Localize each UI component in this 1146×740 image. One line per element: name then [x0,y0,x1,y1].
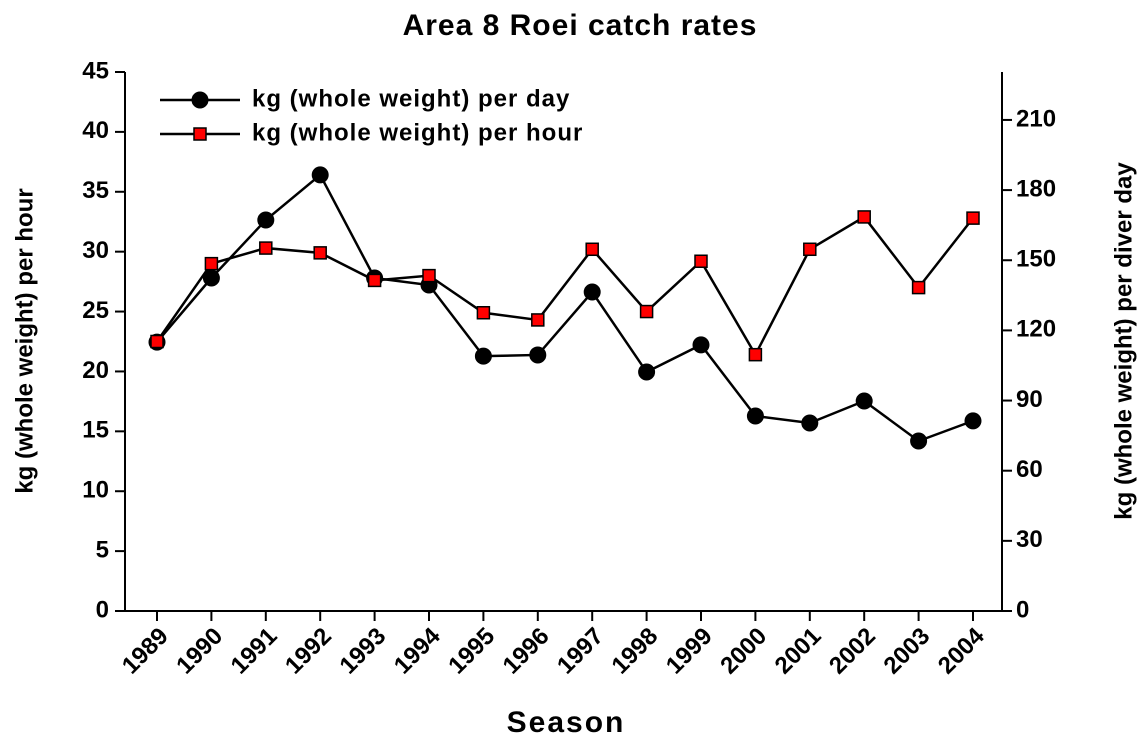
series-line [156,172,974,443]
y-tick-label: 30 [82,237,109,264]
data-point [585,242,599,257]
data-point [202,269,220,287]
y-tick-label: 20 [82,357,109,384]
y2-tick-label: 210 [1016,105,1056,132]
y2-tick-label: 60 [1016,456,1043,483]
data-point [259,241,273,255]
x-tick-label: 1996 [498,623,555,680]
y2-axis-label: kg (whole weight) per diver day [1110,162,1137,520]
x-tick-label: 2003 [878,623,935,680]
data-point [857,210,871,224]
series-line [155,215,974,358]
chart-title: Area 8 Roei catch rates [403,9,758,42]
data-point [639,304,654,319]
y2-tick-label: 120 [1016,316,1056,343]
data-point [803,242,817,257]
x-tick-label: 2000 [715,623,772,680]
data-point [910,432,928,450]
y2-tick-label: 90 [1016,386,1043,413]
x-tick-label: 1998 [606,623,663,680]
data-point [529,346,547,364]
data-point [367,273,382,288]
legend-label: kg (whole weight) per day [252,85,570,112]
x-tick-label: 1992 [280,623,337,680]
data-point [746,407,764,425]
legend-label: kg (whole weight) per hour [252,119,583,146]
data-point [204,256,219,271]
data-point [638,363,656,381]
y-tick-label: 40 [82,117,109,144]
x-tick-label: 1995 [443,623,500,680]
data-point [583,283,601,301]
x-tick-label: 1991 [226,623,283,680]
data-point [311,166,329,184]
data-point [422,268,436,283]
y-tick-label: 45 [82,57,109,84]
y-tick-label: 10 [82,477,109,504]
y-tick-label: 0 [96,596,109,623]
data-point [911,280,926,295]
x-tick-label: 1999 [661,623,718,680]
data-point [966,211,980,225]
x-tick-label: 1997 [552,623,609,680]
data-point [694,254,708,268]
data-point [257,211,275,229]
y-axis-label: kg (whole weight) per hour [11,188,38,493]
data-point [801,414,819,432]
x-tick-label: 1989 [117,623,174,680]
x-tick-label: 2004 [933,622,990,679]
data-point [692,336,710,354]
y-tick-label: 35 [82,177,109,204]
data-point [474,347,492,365]
x-axis-label: Season [507,706,626,739]
y2-tick-label: 30 [1016,526,1043,553]
x-tick-label: 1993 [334,623,391,680]
x-tick-label: 1994 [389,622,446,679]
x-tick-label: 2001 [770,623,827,680]
y-tick-label: 25 [82,297,109,324]
legend-marker [193,127,207,141]
x-tick-label: 1990 [171,623,228,680]
x-tick-label: 2002 [824,623,881,680]
data-point [964,412,982,430]
y2-tick-label: 150 [1016,246,1056,273]
data-point [531,313,545,327]
legend-marker [191,91,209,109]
data-point [748,347,763,362]
data-point [150,334,164,349]
data-point [476,306,491,320]
y-tick-label: 15 [82,417,109,444]
y2-tick-label: 180 [1016,175,1056,202]
y-tick-label: 5 [96,536,109,563]
y2-tick-label: 0 [1016,596,1029,623]
data-point [855,392,873,410]
data-point [313,246,327,260]
